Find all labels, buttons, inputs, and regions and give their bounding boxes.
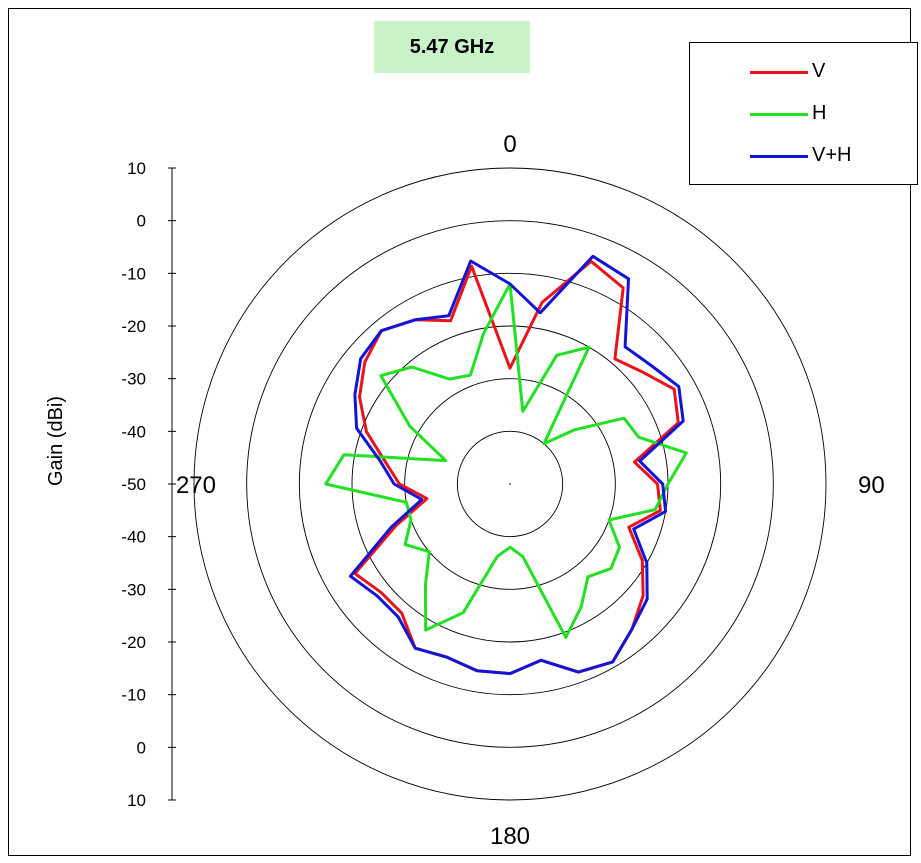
legend-swatch-vh (750, 155, 808, 158)
angle-label-270: 270 (176, 472, 216, 499)
gain-tick-label: -50 (121, 475, 146, 494)
legend-swatch-v (750, 71, 808, 74)
legend-label-vh: V+H (812, 144, 852, 166)
gain-tick-label: -20 (121, 317, 146, 336)
gain-tick-label: 0 (137, 738, 146, 757)
series-line-h (324, 282, 688, 639)
legend-label-h: H (812, 102, 827, 124)
grid-ring (404, 378, 616, 590)
grid-rings (193, 167, 827, 801)
angle-label-90: 90 (858, 472, 885, 499)
gain-tick-label: -10 (121, 686, 146, 705)
series-layer (324, 254, 688, 676)
legend-item-v: V (690, 58, 917, 88)
legend-swatch-h (750, 113, 808, 116)
gain-scale-axis: 10 0 -10 -20 -30 -40 -50 -40 -30 -20 -10 0 10 (121, 159, 176, 810)
gain-tick-label: 0 (137, 212, 146, 231)
legend-label-v: V (812, 60, 826, 82)
chart-title: 5.47 GHz (374, 21, 530, 73)
gain-tick-label: 10 (127, 791, 146, 810)
chart-title-text: 5.47 GHz (409, 35, 495, 58)
grid-ring (193, 167, 827, 801)
gain-tick-label: 10 (127, 159, 146, 178)
gain-tick-label: -30 (121, 370, 146, 389)
grid-ring (298, 272, 722, 696)
grid-ring (456, 430, 564, 538)
series-line-v-h (348, 254, 685, 676)
y-axis-label: Gain (dBi) (45, 396, 67, 486)
legend: V H V+H (689, 42, 918, 185)
legend-item-h: H (690, 100, 917, 130)
angle-labels: 0 90 180 270 (176, 131, 885, 850)
gain-tick-label: -40 (121, 528, 146, 547)
gain-tick-label: -10 (121, 264, 146, 283)
legend-item-vh: V+H (690, 142, 917, 172)
angle-label-180: 180 (490, 823, 530, 850)
gain-tick-label: -30 (121, 580, 146, 599)
gain-tick-label: -40 (121, 422, 146, 441)
gain-tick-label: -20 (121, 633, 146, 652)
center-point (509, 483, 511, 485)
angle-label-0: 0 (503, 131, 516, 158)
grid-ring (246, 220, 774, 748)
